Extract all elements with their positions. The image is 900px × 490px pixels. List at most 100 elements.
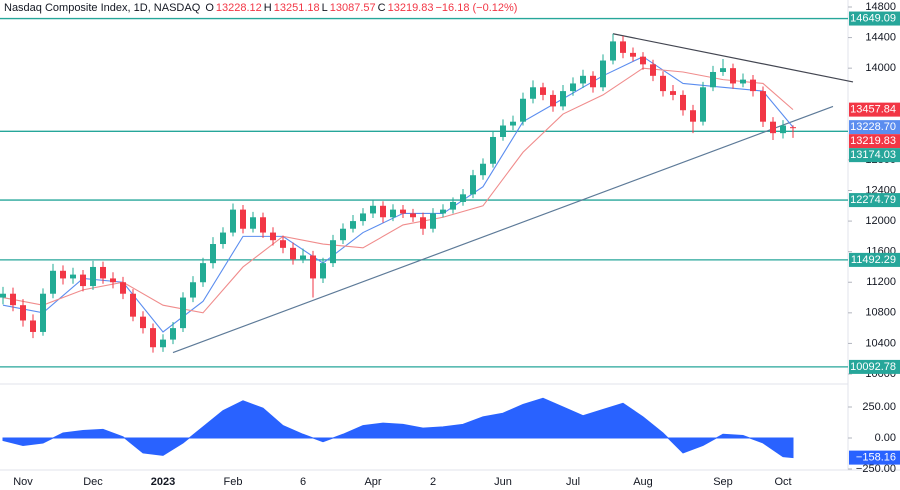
price-tag: 11492.29: [851, 254, 896, 266]
price-tag-bg: [849, 252, 900, 267]
price-tag-bg: [849, 120, 900, 135]
candle-body: [100, 266, 106, 279]
price-tag-bg: [849, 148, 900, 163]
x-tick-label: Dec: [83, 476, 103, 488]
field-key: H: [263, 2, 272, 14]
candle-body: [720, 68, 726, 72]
candle-body: [310, 255, 316, 279]
x-tick-label: 2: [430, 476, 436, 488]
candle-body: [120, 282, 126, 294]
x-tick-label: Jun: [494, 476, 512, 488]
candle-body: [220, 232, 226, 245]
price-tag: 10092.78: [850, 361, 896, 373]
x-tick-label: Nov: [13, 476, 33, 488]
candle-body: [700, 87, 706, 122]
candle-body: [480, 163, 486, 176]
candle-body: [610, 41, 616, 61]
candle-body: [380, 205, 386, 218]
trendline: [612, 33, 854, 83]
x-tick-label: Apr: [364, 476, 381, 488]
x-tick-label: 2023: [151, 476, 175, 488]
price-tag: 14649.09: [850, 12, 896, 24]
y-tick-label: 14800: [865, 1, 896, 13]
candle-body: [270, 232, 276, 241]
x-tick-label: Jul: [566, 476, 580, 488]
candle-body: [370, 205, 376, 214]
candle-body: [180, 297, 186, 329]
candle-body: [400, 209, 406, 214]
candle-body: [170, 328, 176, 340]
candle-body: [110, 278, 116, 283]
candle-body: [290, 247, 296, 260]
candle-body: [30, 320, 36, 332]
candle-body: [10, 293, 16, 306]
candle-body: [0, 293, 6, 298]
price-tag: 13174.03: [850, 149, 896, 161]
candle-body: [520, 98, 526, 122]
x-tick-label: 6: [300, 476, 306, 488]
trendline: [172, 105, 834, 354]
candle-body: [730, 68, 736, 84]
y-tick-label: 10400: [865, 337, 896, 349]
candle-body: [350, 221, 356, 229]
value-tag-bg: [849, 450, 900, 465]
value-tag: −158.16: [856, 452, 896, 464]
candle-body: [250, 217, 256, 229]
candle-body: [640, 56, 646, 65]
price-tag-bg: [849, 193, 900, 208]
candle-body: [70, 274, 76, 279]
candle-body: [440, 209, 446, 214]
candle-body: [660, 75, 666, 92]
price-tag: 12274.79: [850, 194, 896, 206]
candle-body: [750, 79, 756, 92]
price-tag-bg: [849, 134, 900, 149]
field-key: O: [205, 2, 214, 14]
candle-body: [190, 282, 196, 298]
candle-body: [410, 213, 416, 218]
candle-body: [770, 121, 776, 134]
candle-body: [550, 94, 556, 107]
oscillator-area: [2, 397, 794, 459]
candle-body: [590, 75, 596, 88]
candle-body: [540, 87, 546, 95]
price-tag-bg: [849, 11, 900, 26]
candle-body: [80, 274, 86, 287]
candle-body: [390, 209, 396, 218]
candle-body: [650, 64, 656, 76]
symbol-title: Nasdaq Composite Index, 1D, NASDAQ: [4, 2, 201, 14]
candle-body: [320, 263, 326, 279]
candle-body: [620, 41, 626, 53]
candle-body: [160, 339, 166, 348]
candle-body: [40, 293, 46, 332]
candle-body: [780, 125, 786, 134]
field-value: 13219.83: [387, 2, 434, 14]
candle-body: [430, 213, 436, 229]
field-value: 13251.18: [273, 2, 320, 14]
candle-body: [60, 270, 66, 279]
candle-body: [710, 71, 716, 88]
field-key: C: [377, 2, 386, 14]
candle-body: [260, 217, 266, 233]
candle-body: [340, 228, 346, 241]
candle-body: [420, 217, 426, 229]
candle-body: [280, 240, 286, 248]
candle-body: [530, 87, 536, 99]
moving-average: [2, 67, 794, 314]
candle-body: [630, 52, 636, 57]
y-tick-label: −250.00: [856, 463, 896, 475]
candle-body: [450, 201, 456, 210]
candle-body: [570, 83, 576, 92]
y-tick-label: 14400: [865, 31, 896, 43]
candle-body: [760, 91, 766, 122]
change: −16.18 (−0.12%): [435, 2, 518, 14]
candle-body: [300, 255, 306, 260]
x-tick-label: Oct: [774, 476, 791, 488]
candle-body: [600, 60, 606, 88]
header: Nasdaq Composite Index, 1D, NASDAQ O 1322…: [4, 2, 519, 14]
x-tick-label: Aug: [633, 476, 653, 488]
candle-body: [140, 316, 146, 329]
y-tick-label: 250.00: [862, 401, 896, 413]
price-tag: 13228.70: [850, 121, 896, 133]
